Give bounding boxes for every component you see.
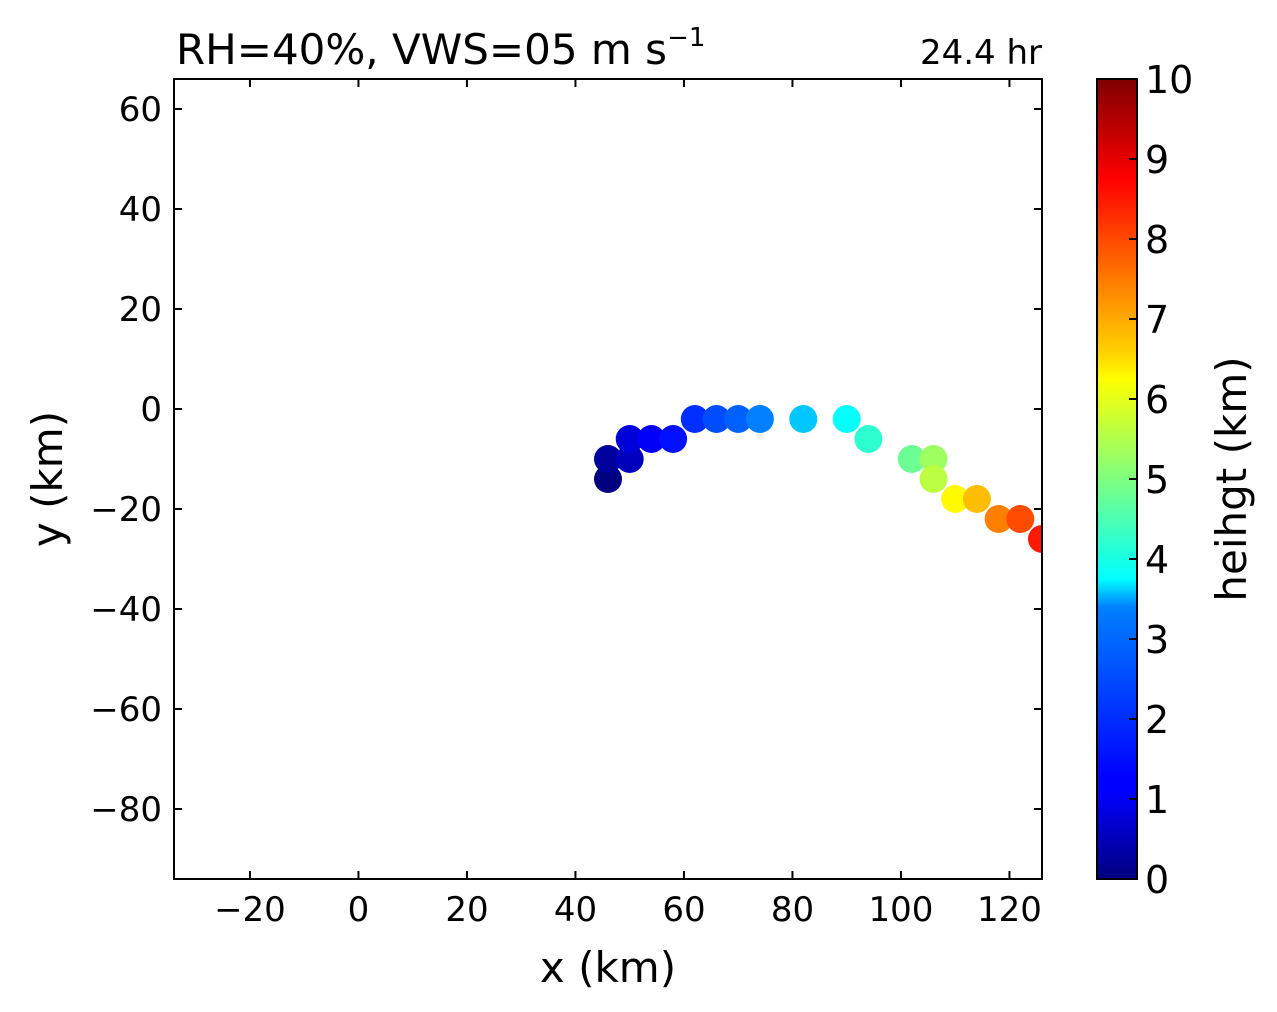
y-tick-label: 20 (119, 290, 162, 330)
time-label: 24.4 hr (920, 33, 1042, 73)
x-tick-label: 20 (445, 890, 488, 930)
scatter-point (1006, 505, 1035, 533)
colorbar-tick-label: 1 (1145, 778, 1169, 822)
scatter-point (962, 485, 991, 513)
scatter-point (724, 405, 753, 433)
scatter-point (984, 505, 1013, 533)
x-tick-label: 80 (771, 890, 814, 930)
scatter-point (594, 445, 622, 473)
x-tick-label: 100 (868, 890, 933, 930)
y-axis-label: y (km) (23, 411, 72, 547)
x-tick-label: 120 (977, 890, 1042, 930)
scatter-point (615, 425, 644, 453)
x-axis-label: x (km) (540, 943, 676, 992)
scatter-point (941, 485, 970, 513)
scatter-point (594, 465, 622, 493)
x-axis-ticks: −20 0 20 40 60 80 100 120 (214, 79, 1042, 930)
y-tick-label: −60 (90, 690, 162, 730)
scatter-point (1028, 525, 1042, 553)
scatter-point (897, 445, 926, 473)
y-tick-label: −80 (90, 790, 162, 830)
y-tick-label: −40 (90, 590, 162, 630)
colorbar-tick-label: 10 (1145, 58, 1193, 102)
x-tick-label: 0 (348, 890, 370, 930)
colorbar-label: heihgt (km) (1207, 356, 1256, 601)
scatter-point (919, 445, 948, 473)
scatter-points (594, 405, 1042, 553)
colorbar: 0 1 2 3 4 5 6 7 8 9 10 heihgt (km) (1096, 58, 1256, 902)
y-tick-label: 40 (119, 190, 162, 230)
x-tick-label: 40 (554, 890, 597, 930)
colorbar-tick-label: 6 (1145, 378, 1169, 422)
colorbar-tick-label: 3 (1145, 618, 1169, 662)
colorbar-tick-label: 8 (1145, 218, 1169, 262)
colorbar-ticks: 0 1 2 3 4 5 6 7 8 9 10 (1129, 58, 1193, 902)
colorbar-tick-label: 9 (1145, 138, 1169, 182)
x-tick-label: 60 (662, 890, 705, 930)
colorbar-tick-label: 5 (1145, 458, 1169, 502)
y-tick-label: 60 (119, 90, 162, 130)
scatter-point (659, 425, 688, 453)
scatter-point (637, 425, 666, 453)
scatter-point (702, 405, 731, 433)
plot-frame (173, 78, 1043, 880)
title-superscript: −1 (667, 23, 705, 53)
y-tick-label: −20 (90, 490, 162, 530)
scatter-point (745, 405, 774, 433)
scatter-point (615, 445, 644, 473)
scatter-point (854, 425, 883, 453)
colorbar-tick-label: 4 (1145, 538, 1169, 582)
scatter-point (789, 405, 818, 433)
scatter-point (919, 465, 948, 493)
colorbar-tick-label: 7 (1145, 298, 1169, 342)
colorbar-tick-label: 2 (1145, 698, 1169, 742)
y-tick-label: 0 (140, 390, 162, 430)
colorbar-tick-label: 0 (1145, 858, 1169, 902)
scatter-point (832, 405, 861, 433)
scatter-point (680, 405, 709, 433)
chart-title: RH=40%, VWS=05 m s−1 (176, 23, 705, 74)
y-axis-ticks: −80 −60 −40 −20 0 20 40 60 (90, 90, 1042, 830)
plot-area: −20 0 20 40 60 80 100 120 −80 −60 −40 −20 0 20 40 60 (90, 78, 1043, 930)
x-tick-label: −20 (214, 890, 286, 930)
